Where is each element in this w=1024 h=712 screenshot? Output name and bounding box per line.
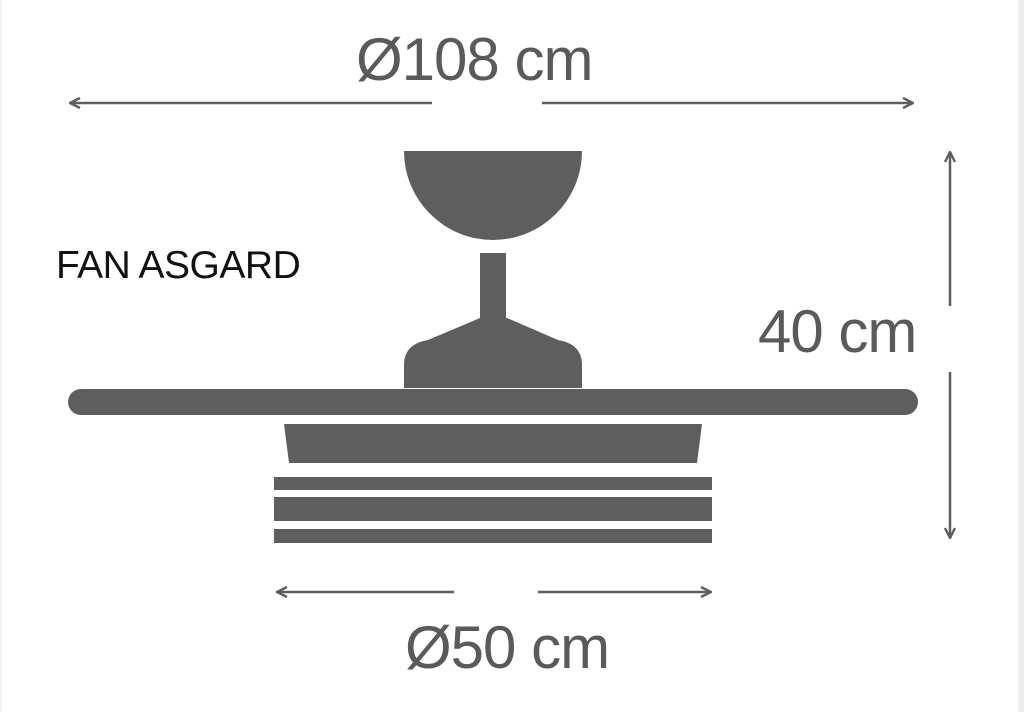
light-ring-middle: [274, 497, 712, 521]
product-name: FAN ASGARD: [56, 244, 301, 287]
height-label: 40 cm: [758, 298, 917, 365]
ceiling-fan: [68, 151, 918, 543]
light-ring-bottom: [274, 529, 712, 543]
downrod: [480, 253, 506, 325]
right-edge-strip: [1018, 0, 1024, 712]
motor-housing: [404, 318, 582, 388]
body-diameter-label: Ø50 cm: [405, 614, 610, 681]
blade-diameter-label: Ø108 cm: [356, 26, 593, 93]
ceiling-canopy: [404, 151, 582, 240]
light-ring-top: [274, 477, 712, 490]
fan-blades: [68, 389, 918, 415]
light-housing: [284, 424, 702, 463]
left-edge-strip: [0, 0, 2, 712]
